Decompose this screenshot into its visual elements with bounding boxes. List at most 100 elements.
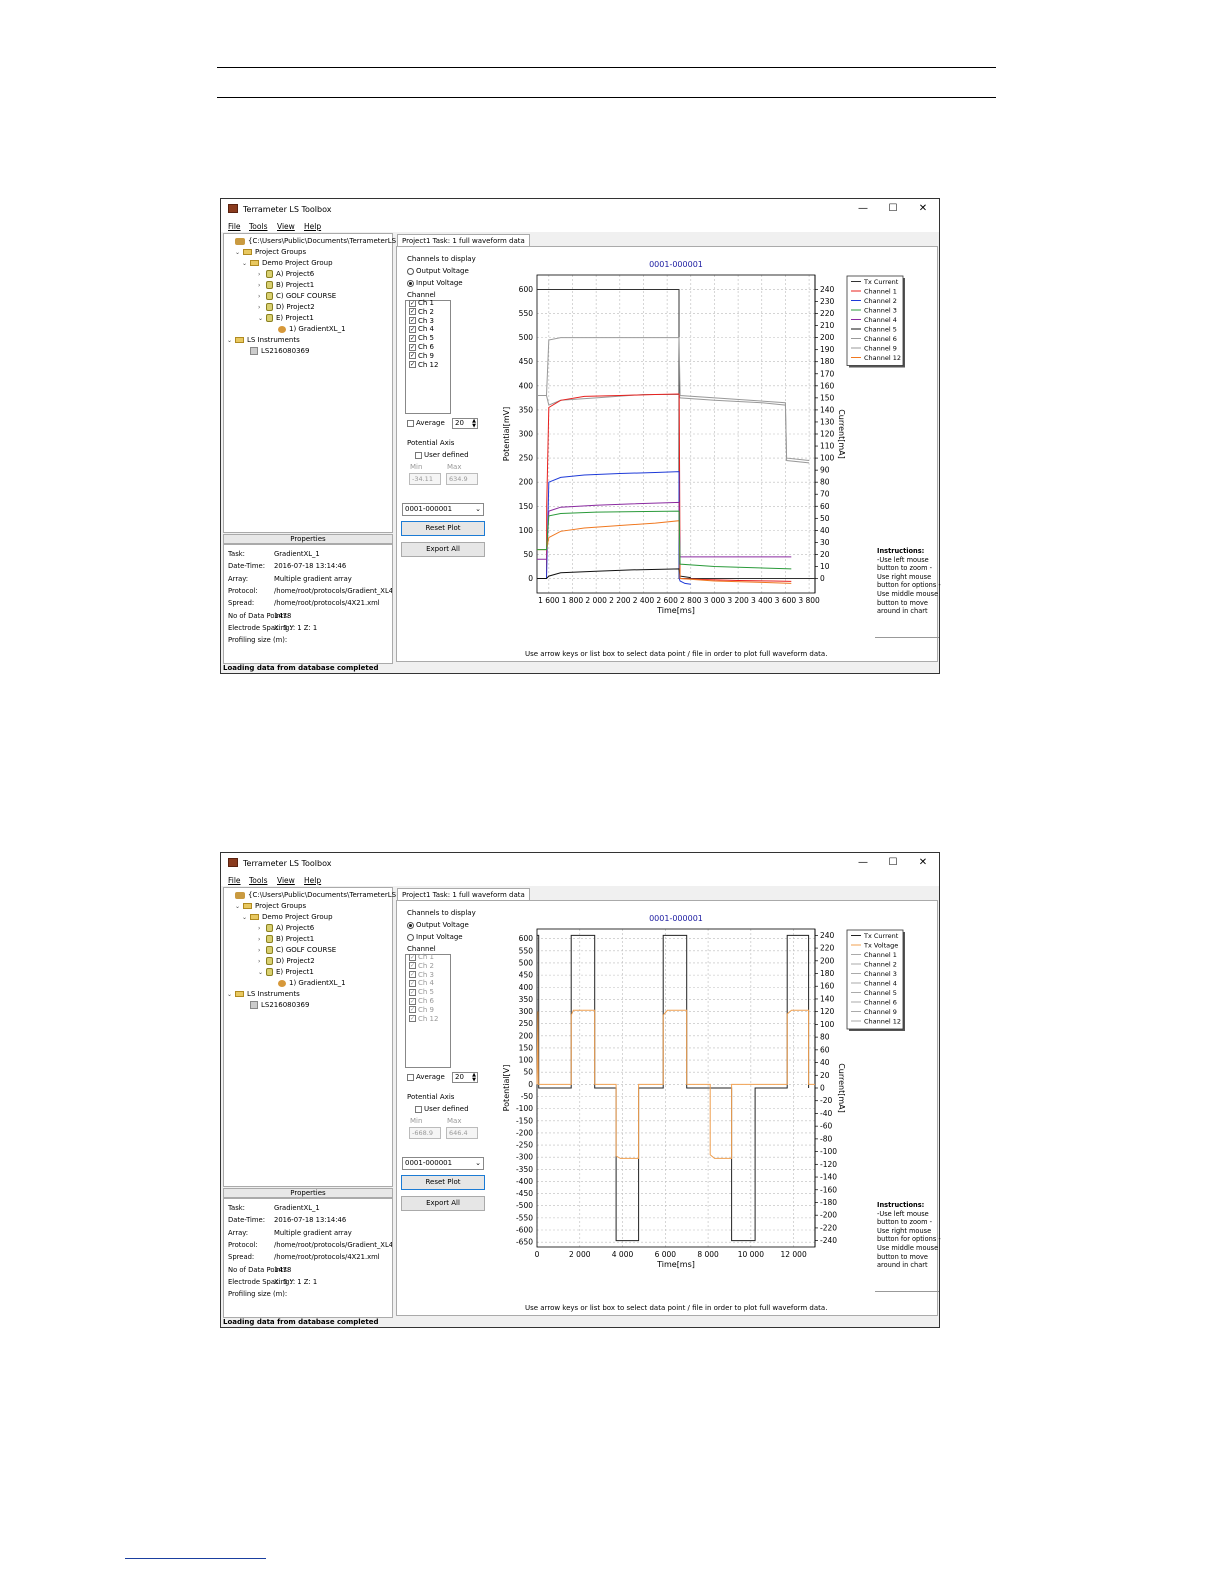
chevron-right-icon[interactable]: › [258, 282, 261, 289]
chevron-right-icon[interactable]: › [258, 304, 261, 311]
check-icon: ✓ [409, 299, 416, 307]
input-voltage-radio[interactable]: Input Voltage [407, 933, 463, 942]
export-all-button[interactable]: Export All [401, 1196, 485, 1211]
channel-checkbox[interactable]: ✓ Ch 6 [409, 997, 434, 1005]
channel-checkbox[interactable]: ✓ Ch 2 [409, 962, 434, 970]
tree-item[interactable]: › D) Project2 [258, 956, 315, 966]
tree-item-label: E) Project1 [276, 314, 314, 322]
chevron-right-icon[interactable]: › [258, 947, 261, 954]
maximize-button[interactable]: ☐ [888, 203, 898, 214]
tree-item[interactable]: ⌄ Project Groups [235, 901, 306, 911]
tree-item[interactable]: › B) Project1 [258, 280, 314, 290]
user-defined-checkbox[interactable]: User defined [415, 451, 469, 460]
menu-help[interactable]: Help [304, 876, 322, 885]
maximize-button[interactable]: ☐ [888, 857, 898, 868]
tree-item[interactable]: › C) GOLF COURSE [258, 291, 336, 301]
tree-item[interactable]: › A) Project6 [258, 923, 314, 933]
average-checkbox[interactable]: Average [407, 419, 445, 428]
channel-checkbox[interactable]: ✓ Ch 5 [409, 334, 434, 342]
stepper-arrows-icon[interactable]: ▲ ▼ [472, 418, 476, 429]
channel-checkbox[interactable]: ✓ Ch 9 [409, 352, 434, 360]
menu-file[interactable]: File [228, 876, 241, 885]
chevron-down-icon[interactable]: ⌄ [235, 249, 241, 256]
min-field[interactable]: -668.9 [409, 1127, 441, 1139]
channel-checkbox[interactable]: ✓ Ch 4 [409, 979, 434, 987]
tree-item[interactable]: {C:\Users\Public\Documents\TerrameterLS} [227, 890, 401, 900]
tree-item[interactable]: ⌄ Project Groups [235, 247, 306, 257]
chevron-down-icon[interactable]: ⌄ [227, 991, 233, 998]
chevron-down-icon[interactable]: ⌄ [258, 315, 264, 322]
channel-checkbox[interactable]: ✓ Ch 4 [409, 325, 434, 333]
channel-checkbox[interactable]: ✓ Ch 5 [409, 988, 434, 996]
close-button[interactable]: ✕ [918, 203, 928, 214]
file-select[interactable]: 0001-000001 ⌄ [402, 503, 484, 516]
tree-item[interactable]: ⌄ Demo Project Group [242, 912, 333, 922]
project-tree[interactable]: {C:\Users\Public\Documents\TerrameterLS}… [223, 887, 401, 1187]
tree-item[interactable]: › A) Project6 [258, 269, 314, 279]
menu-tools[interactable]: Tools [249, 876, 268, 885]
chevron-right-icon[interactable]: › [258, 271, 261, 278]
tree-item[interactable]: ⌄ LS Instruments [227, 335, 300, 345]
channel-checkbox[interactable]: ✓ Ch 1 [409, 953, 434, 961]
chevron-down-icon[interactable]: ⌄ [227, 337, 233, 344]
tree-item[interactable]: LS216080369 [242, 1000, 309, 1010]
stepper-arrows-icon[interactable]: ▲ ▼ [472, 1072, 476, 1083]
chevron-right-icon[interactable]: › [258, 936, 261, 943]
chevron-down-icon[interactable]: ⌄ [475, 1159, 481, 1167]
menu-view[interactable]: View [277, 876, 295, 885]
max-field[interactable]: 634.9 [446, 473, 478, 485]
channel-checkbox[interactable]: ✓ Ch 9 [409, 1006, 434, 1014]
channel-checkbox[interactable]: ✓ Ch 12 [409, 1015, 438, 1023]
chevron-down-icon[interactable]: ⌄ [258, 969, 264, 976]
waveform-chart[interactable]: 0001-000001 0 2 000 4 000 6 000 8 000 10 000 12… [495, 909, 935, 1289]
chevron-down-icon[interactable]: ⌄ [242, 260, 248, 267]
waveform-chart[interactable]: 0001-000001 1 600 1 800 2 000 2 200 2 400 2 60… [495, 255, 935, 635]
average-checkbox[interactable]: Average [407, 1073, 445, 1082]
menu-tools[interactable]: Tools [249, 222, 268, 231]
close-button[interactable]: ✕ [918, 857, 928, 868]
tab-waveform[interactable]: Project1 Task: 1 full waveform data [397, 888, 530, 901]
channel-checkbox[interactable]: ✓ Ch 3 [409, 971, 434, 979]
user-defined-checkbox[interactable]: User defined [415, 1105, 469, 1114]
channel-checkbox[interactable]: ✓ Ch 1 [409, 299, 434, 307]
tree-item[interactable]: ⌄ E) Project1 [258, 967, 314, 977]
chevron-right-icon[interactable]: › [258, 958, 261, 965]
minimize-button[interactable]: — [858, 203, 868, 214]
chevron-down-icon[interactable]: ⌄ [475, 505, 481, 513]
export-all-button[interactable]: Export All [401, 542, 485, 557]
chevron-right-icon[interactable]: › [258, 293, 261, 300]
tree-item[interactable]: › B) Project1 [258, 934, 314, 944]
tab-waveform[interactable]: Project1 Task: 1 full waveform data [397, 234, 530, 247]
average-stepper[interactable]: 20 ▲ ▼ [452, 1072, 478, 1083]
tree-item[interactable]: ⌄ LS Instruments [227, 989, 300, 999]
project-tree[interactable]: {C:\Users\Public\Documents\TerrameterLS}… [223, 233, 401, 533]
channel-checkbox[interactable]: ✓ Ch 6 [409, 343, 434, 351]
input-voltage-radio[interactable]: Input Voltage [407, 279, 463, 288]
output-voltage-radio[interactable]: Output Voltage [407, 921, 469, 930]
tree-item[interactable]: 1) GradientXL_1 [270, 978, 346, 988]
tree-item[interactable]: 1) GradientXL_1 [270, 324, 346, 334]
tree-item[interactable]: ⌄ Demo Project Group [242, 258, 333, 268]
channel-checkbox[interactable]: ✓ Ch 3 [409, 317, 434, 325]
menu-help[interactable]: Help [304, 222, 322, 231]
channel-checkbox[interactable]: ✓ Ch 2 [409, 308, 434, 316]
tree-item[interactable]: LS216080369 [242, 346, 309, 356]
file-select[interactable]: 0001-000001 ⌄ [402, 1157, 484, 1170]
average-stepper[interactable]: 20 ▲ ▼ [452, 418, 478, 429]
chevron-down-icon[interactable]: ⌄ [235, 903, 241, 910]
channel-checkbox[interactable]: ✓ Ch 12 [409, 361, 438, 369]
menu-file[interactable]: File [228, 222, 241, 231]
tree-item[interactable]: {C:\Users\Public\Documents\TerrameterLS} [227, 236, 401, 246]
tree-item[interactable]: ⌄ E) Project1 [258, 313, 314, 323]
reset-plot-button[interactable]: Reset Plot [401, 521, 485, 536]
reset-plot-button[interactable]: Reset Plot [401, 1175, 485, 1190]
tree-item[interactable]: › C) GOLF COURSE [258, 945, 336, 955]
min-field[interactable]: -34.11 [409, 473, 441, 485]
tree-item[interactable]: › D) Project2 [258, 302, 315, 312]
minimize-button[interactable]: — [858, 857, 868, 868]
chevron-down-icon[interactable]: ⌄ [242, 914, 248, 921]
max-field[interactable]: 646.4 [446, 1127, 478, 1139]
menu-view[interactable]: View [277, 222, 295, 231]
output-voltage-radio[interactable]: Output Voltage [407, 267, 469, 276]
chevron-right-icon[interactable]: › [258, 925, 261, 932]
